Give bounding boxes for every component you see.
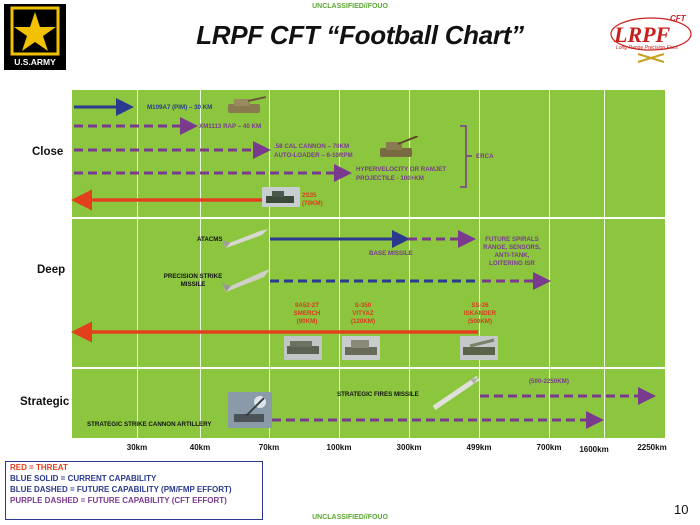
threat-iskander-line3: (500KM) (467, 318, 493, 325)
erca-label: ERCA (476, 153, 494, 160)
threat-vityaz-line3: (120KM) (350, 318, 376, 325)
base-missile-label: BASE MISSILE (369, 250, 413, 257)
psm-missile-image (222, 269, 270, 292)
vityaz-vehicle-image (342, 336, 380, 360)
row-label-strategic: Strategic (20, 396, 70, 408)
future-spirals-line1: FUTURE SPIRALS (485, 236, 539, 243)
xm1113-label: XM1113 RAP – 40 KM (199, 123, 262, 130)
legend-future-cft: PURPLE DASHED = FUTURE CAPABILITY (CFT E… (10, 496, 227, 505)
sfm-missile-image (432, 375, 480, 410)
grid-line (604, 90, 605, 438)
tick-label-30km: 30km (126, 443, 148, 452)
legend-current-capability: BLUE SOLID = CURRENT CAPABILITY (10, 474, 157, 483)
future-spirals-line3: ANTI-TANK, (494, 252, 530, 259)
threat-iskander-label: SS-26 ISKANDER (500KM) (460, 302, 500, 326)
tick-label-499km: 499km (466, 443, 492, 452)
sscsa-cannon-image (228, 392, 272, 428)
threat-smerch-line2: SMERCH (293, 310, 321, 317)
atacms-label: ATACMS (197, 236, 223, 243)
threat-smerch-label: 9A52-2T SMERCH (90KM) (287, 302, 327, 326)
threat-smerch-line3: (90KM) (296, 318, 318, 325)
grid-line (137, 90, 138, 438)
iskander-vehicle-image (460, 336, 498, 360)
tick-label-40km: 40km (189, 443, 211, 452)
tick-label-100km: 100km (326, 443, 352, 452)
us-army-logo: U.S.ARMY (4, 4, 66, 70)
threat-vityaz-line2: VITYAZ (352, 310, 374, 317)
m109-howitzer-image (228, 96, 266, 113)
m109-label: M109A7 (PIM) – 30 KM (147, 104, 213, 111)
legend: RED = THREAT BLUE SOLID = CURRENT CAPABI… (5, 461, 263, 520)
legend-threat: RED = THREAT (10, 463, 68, 472)
lrpf-logo-subtitle: Long Range Precision Fires (616, 45, 678, 51)
tick-label-70km: 70km (258, 443, 280, 452)
army-logo-text: U.S.ARMY (14, 57, 56, 67)
grid-line (549, 90, 550, 438)
threat-2s35-label-line2: (70KM) (302, 200, 323, 207)
lrpf-logo-cft: CFT (670, 14, 686, 23)
smerch-vehicle-image (284, 336, 322, 360)
future-spirals-line4: LOITERING ISR (489, 260, 535, 267)
threat-vityaz-line1: S-350 (354, 302, 372, 309)
tick-label-1600km: 1600km (579, 445, 609, 454)
lrpf-emblem-icon (610, 17, 692, 63)
page-title: LRPF CFT “Football Chart” (196, 20, 524, 50)
tick-label-2250km: 2250km (637, 443, 667, 452)
atacms-missile-image (222, 229, 268, 248)
grid-line (269, 90, 270, 438)
2s35-vehicle-image (262, 187, 300, 207)
cannon-label-line2: AUTO-LOADER – 6-10RPM (274, 152, 353, 159)
lrpf-logo: CFT LRPF Long Range Precision Fires (608, 8, 694, 64)
band-divider-deep-strategic (72, 367, 665, 369)
future-spirals-label: FUTURE SPIRALS RANGE, SENSORS, ANTI-TANK… (482, 236, 542, 268)
grid-line (200, 90, 201, 438)
legend-future-pm-fmp: BLUE DASHED = FUTURE CAPABILITY (PM/FMP … (10, 485, 232, 494)
hypervelocity-label-line1: HYPERVELOCITY OR RAMJET (356, 166, 447, 173)
grid-line (409, 90, 410, 438)
lrpf-logo-text: LRPF (614, 22, 671, 47)
grid-line (339, 90, 340, 438)
erca-bracket (460, 125, 472, 188)
classification-banner-top: UNCLASSIFIED//FOUO (312, 3, 388, 10)
sscsa-label: STRATEGIC STRIKE CANNON ARTILLERY (87, 421, 212, 428)
psm-label-line2: MISSILE (180, 281, 206, 288)
football-chart (72, 90, 665, 438)
psm-label: PRECISION STRIKE MISSILE (158, 273, 228, 289)
row-label-deep: Deep (37, 264, 66, 276)
threat-vityaz-label: S-350 VITYAZ (120KM) (343, 302, 383, 326)
future-spirals-line2: RANGE, SENSORS, (483, 244, 541, 251)
strategic-range-label: (500-2250KM) (529, 378, 569, 385)
erca-cannon-image (380, 136, 418, 157)
threat-smerch-line1: 9A52-2T (294, 302, 320, 309)
psm-label-line1: PRECISION STRIKE (163, 273, 223, 280)
classification-banner-bottom: UNCLASSIFIED//FOUO (312, 514, 388, 521)
threat-iskander-line2: ISKANDER (463, 310, 497, 317)
page-number: 10 (674, 502, 689, 517)
threat-iskander-line1: SS-26 (471, 302, 489, 309)
row-label-close: Close (32, 146, 64, 158)
hypervelocity-label-line2: PROJECTILE - 100+KM (356, 175, 424, 182)
tick-label-700km: 700km (536, 443, 562, 452)
army-star-icon (10, 6, 60, 56)
grid-line (479, 90, 480, 438)
threat-2s35-label-line1: 2S35 (302, 192, 317, 199)
tick-label-300km: 300km (396, 443, 422, 452)
cannon-label-line1: .58 CAL CANNON – 70KM (274, 143, 350, 150)
band-divider-close-deep (72, 217, 665, 219)
sfm-label: STRATEGIC FIRES MISSILE (337, 391, 419, 398)
